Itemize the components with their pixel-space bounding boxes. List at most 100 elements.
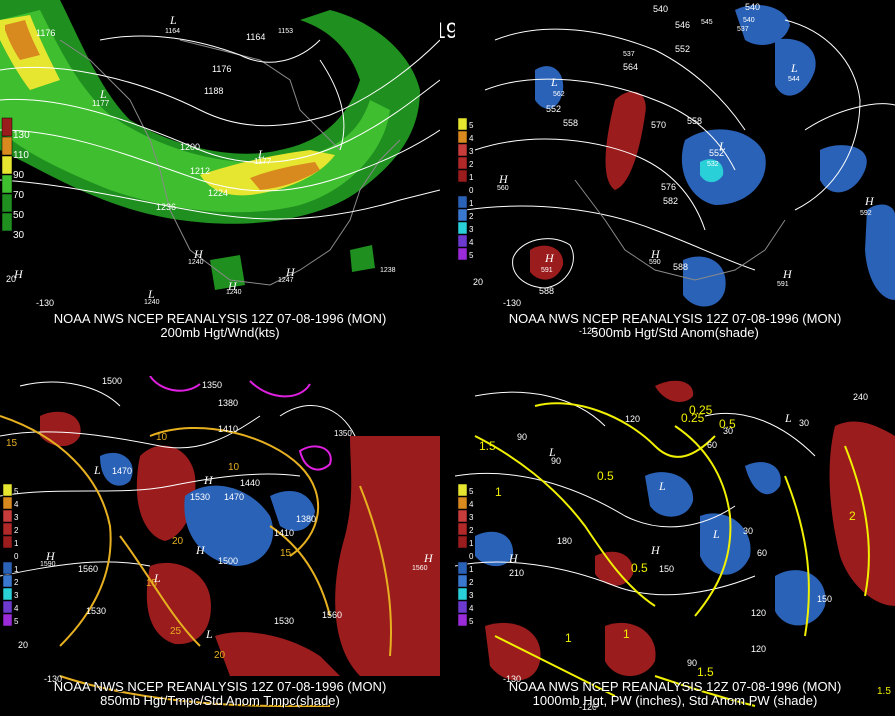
longitude-label: -120 xyxy=(579,326,597,336)
contour-label: 240 xyxy=(853,392,868,402)
temp-contour xyxy=(119,535,201,647)
legend-label: 4 xyxy=(469,604,474,613)
low-marker: L xyxy=(718,139,726,153)
contour-label: 1238 xyxy=(380,267,396,274)
pw-label: 0.5 xyxy=(719,417,736,431)
low-marker: L xyxy=(257,147,265,161)
contour-label: 210 xyxy=(509,568,524,578)
contour xyxy=(494,28,746,131)
low-marker: L xyxy=(205,627,213,641)
legend-label: 30 xyxy=(13,230,25,241)
contour-label: 1470 xyxy=(112,466,132,476)
legend-label: 5 xyxy=(469,487,474,496)
panel-title-line2: 1000mb Hgt, PW (inches), Std Anom PW (sh… xyxy=(532,693,818,708)
temp-contour xyxy=(359,485,392,657)
legend-label: 90 xyxy=(13,170,25,181)
contour xyxy=(474,138,706,231)
legend-swatch xyxy=(457,483,468,497)
panel-title: NOAA NWS NCEP REANALYSIS 12Z 07-08-1996 … xyxy=(0,312,440,340)
wind-shade-30-se xyxy=(350,245,375,272)
legend-swatch xyxy=(457,208,468,222)
panel-title-line1: NOAA NWS NCEP REANALYSIS 12Z 07-08-1996 … xyxy=(508,311,842,326)
contour-label: 564 xyxy=(623,62,638,72)
anomaly-negative xyxy=(645,472,694,517)
panel-title: NOAA NWS NCEP REANALYSIS 12Z 07-08-1996 … xyxy=(455,680,895,708)
anomaly-positive-pacific xyxy=(530,245,564,280)
contour-label: 546 xyxy=(675,20,690,30)
contour-label: 1590 xyxy=(40,561,56,568)
legend-label: 0 xyxy=(469,186,474,195)
high-marker: H xyxy=(544,251,555,265)
legend-swatch xyxy=(457,548,468,562)
temp-contour xyxy=(59,675,330,707)
anomaly-positive xyxy=(655,380,694,402)
longitude-label: -120 xyxy=(579,702,597,712)
contour-label: 570 xyxy=(651,120,666,130)
contour-label: 120 xyxy=(751,608,766,618)
legend-swatch xyxy=(457,600,468,614)
legend-label: 130 xyxy=(13,130,30,141)
contour-label: 1380 xyxy=(296,514,316,524)
anomaly-negative xyxy=(775,570,826,626)
contour-1176 xyxy=(0,39,440,127)
anomaly-positive-atlantic xyxy=(829,421,895,606)
legend-label: 70 xyxy=(13,190,25,201)
high-marker: H xyxy=(423,551,434,565)
anomaly-negative-east xyxy=(865,204,895,300)
contour-label: 1560 xyxy=(78,564,98,574)
contour-label: 1560 xyxy=(412,565,428,572)
legend-label: 1 xyxy=(469,565,474,574)
temp-label: 15 xyxy=(280,548,292,559)
legend-swatch xyxy=(2,613,13,627)
panel-title-line2: 500mb Hgt/Std Anom(shade) xyxy=(591,325,759,340)
pw-contour xyxy=(534,402,716,458)
contour-label: 150 xyxy=(659,564,674,574)
wind-shade-110-center xyxy=(250,162,320,190)
panel-1000mb-height-pw: 5 4 3 2 1 0 1 2 3 4 5 90 120 60 30 90 18… xyxy=(455,376,895,716)
contour-label: 30 xyxy=(723,426,733,436)
contour-label: 1530 xyxy=(86,606,106,616)
contour-1236 xyxy=(0,179,440,220)
contour-label: 1247 xyxy=(278,277,294,284)
map-200mb: 130 110 90 70 50 30 1176 1164 1176 1188 … xyxy=(0,0,440,308)
temp-label: 20 xyxy=(172,536,184,547)
high-marker: H xyxy=(508,551,519,565)
panel-850mb-height-temp: 5 4 3 2 1 0 1 2 3 4 5 1500 1350 1380 141… xyxy=(0,376,440,716)
high-marker: H xyxy=(45,549,56,563)
contour-1188 xyxy=(319,59,345,151)
legend-label: 2 xyxy=(14,578,19,587)
contour-label: 120 xyxy=(751,644,766,654)
map-850mb: 5 4 3 2 1 0 1 2 3 4 5 1500 1350 1380 141… xyxy=(0,376,440,707)
longitude-label: 20 xyxy=(18,640,28,650)
contour-1200 xyxy=(0,79,440,163)
map-500mb: 5 4 3 2 1 0 1 2 3 4 5 540 546 540 552 56… xyxy=(457,2,895,336)
temp-label: 25 xyxy=(170,626,182,637)
anomaly-negative xyxy=(745,462,781,495)
contour-label: 537 xyxy=(623,51,635,58)
legend-swatch xyxy=(2,483,13,497)
contour-label: 532 xyxy=(707,161,719,168)
anomaly-positive xyxy=(605,91,646,190)
pw-label: 1 xyxy=(565,631,572,645)
legend-label: 3 xyxy=(14,591,19,600)
anomaly-negative-great-lakes xyxy=(681,129,766,205)
contour-label: 1200 xyxy=(180,142,200,152)
contour-label: 540 xyxy=(745,2,760,12)
panel-title-line2: 200mb Hgt/Wnd(kts) xyxy=(160,325,280,340)
contour xyxy=(704,412,816,457)
contour-label: 544 xyxy=(788,76,800,83)
contour-label: 60 xyxy=(757,548,767,558)
pw-label: 0.25 xyxy=(689,403,713,417)
contour-label: 588 xyxy=(673,262,688,272)
panel-200mb-height-wind: 130 110 90 70 50 30 1176 1164 1176 1188 … xyxy=(0,0,440,340)
contour xyxy=(455,472,736,528)
legend-swatch xyxy=(457,561,468,575)
panel-title: NOAA NWS NCEP REANALYSIS 12Z 07-08-1996 … xyxy=(0,680,440,708)
contour-label: 1240 xyxy=(226,289,242,296)
contour-label: 588 xyxy=(539,286,554,296)
high-marker: H xyxy=(650,543,661,557)
pw-label: 1 xyxy=(495,485,502,499)
panel-title-line2: 850mb Hgt/Tmpc/Std Anom Tmpc(shade) xyxy=(100,693,340,708)
temp-contour xyxy=(269,525,331,617)
contour-label: 90 xyxy=(517,432,527,442)
